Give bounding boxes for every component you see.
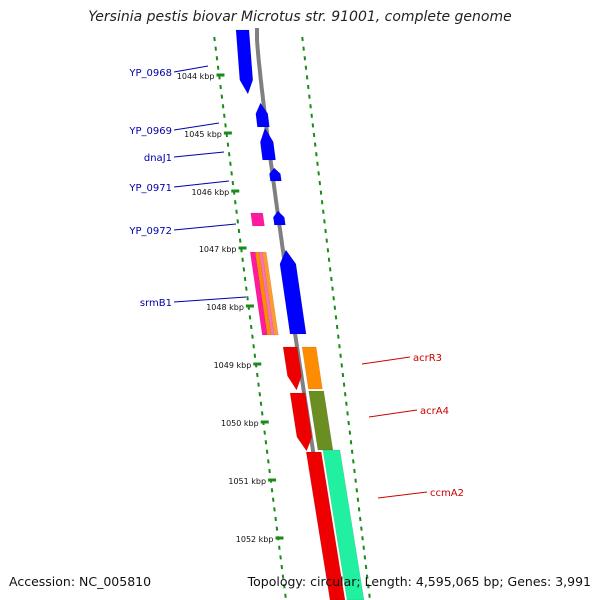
left-guide-dot bbox=[242, 267, 246, 272]
leader-line-left bbox=[173, 65, 209, 73]
left-guide-dot bbox=[219, 84, 222, 90]
left-guide-dot bbox=[236, 219, 240, 224]
leader-line-right bbox=[368, 409, 418, 418]
scale-tick-label: 1045 kbp bbox=[184, 130, 222, 139]
left-guide-dot bbox=[252, 344, 255, 349]
left-guide-dot bbox=[273, 507, 276, 512]
left-guide-dot bbox=[264, 440, 268, 445]
left-guide-dot bbox=[231, 180, 235, 186]
gene-label-left: YP_0972 bbox=[128, 226, 172, 237]
left-guide-dot bbox=[253, 353, 257, 358]
left-guide-dot bbox=[249, 324, 253, 330]
left-guide-dot bbox=[278, 545, 281, 550]
left-guide-dot bbox=[229, 161, 232, 166]
left-guide-dot bbox=[267, 459, 270, 464]
left-guide-dot bbox=[265, 449, 269, 454]
gene-label-right: acrA4 bbox=[420, 406, 449, 417]
leader-line-left bbox=[173, 122, 220, 131]
left-guide-dot bbox=[248, 315, 252, 320]
left-guide-dot bbox=[226, 142, 230, 147]
leader-line-left bbox=[173, 223, 237, 231]
left-guide-dot bbox=[259, 401, 263, 406]
gene-acrr3-arrow bbox=[282, 346, 302, 391]
left-guide-dot bbox=[246, 296, 249, 301]
left-guide-dot bbox=[224, 123, 227, 128]
gene-label-left: YP_0969 bbox=[128, 126, 172, 137]
scale-tick-label: 1051 kbp bbox=[228, 477, 266, 486]
gene-acrr3-band bbox=[301, 346, 323, 390]
left-guide-dot bbox=[275, 526, 279, 531]
gene-acra4-arrow bbox=[289, 392, 313, 452]
leader-line-left bbox=[173, 151, 225, 158]
gene-label-right: acrR3 bbox=[413, 353, 442, 364]
left-guide-dot bbox=[263, 430, 266, 435]
left-guide-dot bbox=[234, 200, 237, 205]
left-guide-dot bbox=[251, 334, 254, 339]
left-guide-dot bbox=[230, 171, 233, 176]
left-guide-dot bbox=[213, 36, 216, 42]
gene-ccma2-red-track bbox=[305, 451, 346, 600]
scale-tick-label: 1047 kbp bbox=[199, 245, 237, 254]
left-guide-dot bbox=[282, 584, 286, 589]
left-guide-dot bbox=[214, 46, 217, 51]
left-guide-dot bbox=[270, 488, 274, 493]
left-guide-dot bbox=[245, 286, 248, 291]
gene-yp0972-block bbox=[250, 212, 265, 227]
left-guide-dot bbox=[235, 209, 238, 214]
gene-label-left: srmB1 bbox=[140, 298, 172, 309]
left-guide-dot bbox=[268, 468, 271, 474]
genome-summary-text: Topology: circular; Length: 4,595,065 bp… bbox=[247, 574, 591, 589]
left-guide-dot bbox=[223, 113, 226, 118]
gene-yp0971-arrow bbox=[269, 167, 282, 182]
left-guide-dot bbox=[284, 593, 287, 598]
left-guide-dot bbox=[221, 104, 225, 109]
leader-line-left bbox=[173, 180, 230, 188]
scale-tick-label: 1048 kbp bbox=[206, 303, 244, 312]
left-guide-dot bbox=[237, 228, 241, 234]
scale-tick-label: 1050 kbp bbox=[221, 419, 259, 428]
gene-small-arrow bbox=[273, 210, 286, 226]
left-guide-dot bbox=[241, 257, 244, 262]
left-guide-dot bbox=[271, 497, 275, 502]
gene-ccma2-teal-track bbox=[322, 449, 365, 600]
left-guide-dot bbox=[274, 516, 277, 522]
gene-yp0969-arrow bbox=[255, 102, 270, 128]
left-guide-dot bbox=[243, 276, 247, 282]
scale-tick-label: 1044 kbp bbox=[177, 72, 215, 81]
left-guide-dot bbox=[256, 372, 259, 378]
leader-line-left bbox=[173, 296, 247, 303]
gene-dnaj1-arrow bbox=[260, 127, 276, 161]
scale-tick-label: 1049 kbp bbox=[214, 361, 252, 370]
gene-yp0968-arrow bbox=[235, 29, 254, 95]
left-guide-dot bbox=[257, 382, 260, 387]
left-guide-dot bbox=[216, 65, 220, 70]
gene-label-right: ccmA2 bbox=[430, 488, 464, 499]
left-guide-dot bbox=[227, 152, 231, 157]
left-guide-dot bbox=[238, 238, 242, 243]
left-guide-dot bbox=[281, 574, 285, 579]
gene-label-left: YP_0968 bbox=[128, 68, 172, 79]
left-guide-dot bbox=[220, 94, 224, 99]
dotted-guide-lines bbox=[213, 36, 371, 598]
leader-line-right bbox=[361, 356, 411, 365]
map-title: Yersinia pestis biovar Microtus str. 910… bbox=[88, 9, 512, 25]
scale-tick-label: 1052 kbp bbox=[236, 535, 274, 544]
left-guide-dot bbox=[260, 411, 264, 416]
gene-labels: YP_0968 YP_0969 dnaJ1 YP_0971 YP_0972 srmB1 ac… bbox=[128, 65, 464, 499]
left-guide-dot bbox=[258, 392, 262, 397]
left-guide-dot bbox=[280, 564, 284, 570]
accession-text: Accession: NC_005810 bbox=[9, 574, 152, 589]
left-guide-dot bbox=[215, 56, 219, 61]
gene-srmb1-blue-arrow bbox=[279, 249, 307, 335]
scale-tick-label: 1046 kbp bbox=[192, 188, 230, 197]
gene-srmb1-band-orange2 bbox=[261, 251, 279, 336]
gene-features bbox=[235, 29, 365, 600]
leader-line-right bbox=[377, 491, 428, 499]
gene-label-left: YP_0971 bbox=[128, 183, 172, 194]
gene-label-left: dnaJ1 bbox=[144, 153, 172, 164]
left-guide-dot bbox=[279, 555, 282, 560]
scale-ticks: 1044 kbp 1045 kbp 1046 kbp 1047 kbp 1048 kbp… bbox=[177, 72, 284, 544]
